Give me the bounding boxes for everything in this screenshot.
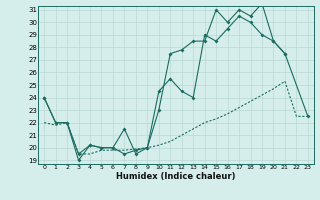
- X-axis label: Humidex (Indice chaleur): Humidex (Indice chaleur): [116, 172, 236, 181]
